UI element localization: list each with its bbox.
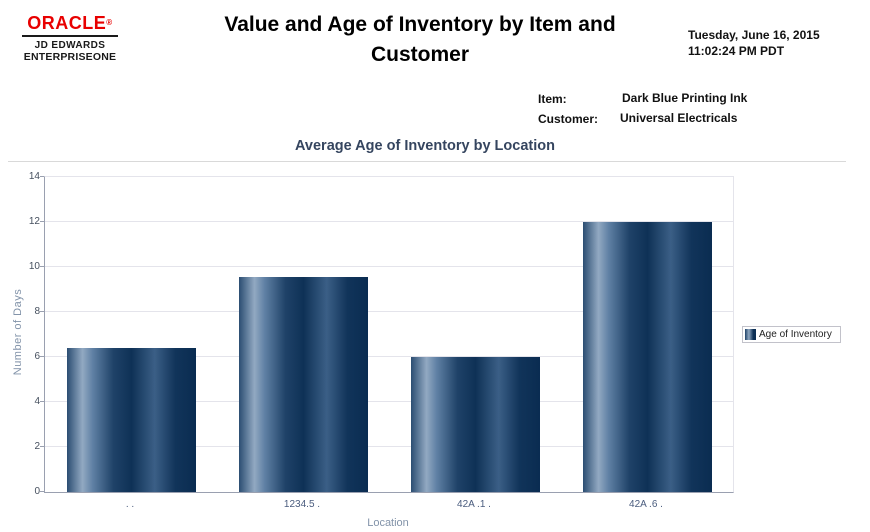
x-axis-tick-labels: . . 1234.5 . 42A .1 . 42A .6 .: [44, 499, 732, 513]
gridline-y-10: [45, 266, 733, 267]
report-time: 11:02:24 PM PDT: [688, 44, 785, 58]
oracle-brand-text: ORACLE: [27, 13, 107, 33]
y-tick-mark-6: [40, 356, 44, 357]
chart-title-divider: [8, 161, 846, 162]
chart-title: Average Age of Inventory by Location: [295, 138, 555, 154]
y-tick-label-2: 2: [34, 441, 40, 452]
gridline-y-12: [45, 221, 733, 222]
bar-2: [238, 277, 368, 492]
chart-legend: Age of Inventory: [742, 326, 841, 343]
bar-3: [410, 357, 540, 492]
y-tick-label-12: 12: [28, 216, 40, 227]
y-tick-label-10: 10: [28, 261, 40, 272]
logo-jd-edwards-text: JD EDWARDS: [34, 40, 106, 51]
x-tick-label-3: 42A .1 .: [457, 499, 491, 510]
y-tick-label-0: 0: [34, 486, 40, 497]
legend-swatch-icon: [745, 329, 756, 340]
customer-value: Universal Electricals: [620, 111, 738, 125]
x-tick-label-4: 42A .6 .: [629, 499, 663, 510]
plot-area: [44, 176, 734, 493]
y-axis-title: Number of Days: [12, 288, 24, 376]
y-tick-label-6: 6: [34, 351, 40, 362]
y-tick-mark-8: [40, 311, 44, 312]
y-tick-mark-14: [40, 176, 44, 177]
report-title: Value and Age of Inventory by Item and C…: [224, 13, 616, 66]
registered-mark: ®: [106, 18, 113, 27]
y-axis-ticks: 0 2 4 6 8 10 12 14: [0, 171, 44, 497]
y-tick-label-14: 14: [28, 171, 40, 182]
y-tick-mark-0: [40, 491, 44, 492]
item-label: Item:: [538, 92, 567, 106]
x-tick-label-2: 1234.5 .: [283, 499, 321, 510]
y-tick-mark-2: [40, 446, 44, 447]
bar-1: [66, 348, 196, 492]
report-date: Tuesday, June 16, 2015: [688, 28, 820, 42]
gridline-y-14: [45, 176, 733, 177]
legend-label: Age of Inventory: [759, 329, 832, 340]
bar-4: [582, 222, 712, 492]
item-value: Dark Blue Printing Ink: [622, 91, 748, 105]
y-tick-mark-10: [40, 266, 44, 267]
x-tick-label-1: . .: [125, 499, 135, 510]
x-axis-title: Location: [367, 517, 409, 529]
gridline-y-2: [45, 446, 733, 447]
gridline-y-6: [45, 356, 733, 357]
y-tick-mark-4: [40, 401, 44, 402]
y-tick-label-8: 8: [34, 306, 40, 317]
logo-divider: [22, 35, 118, 37]
oracle-jde-logo: ORACLE® JD EDWARDS ENTERPRISEONE: [22, 13, 118, 63]
gridline-y-4: [45, 401, 733, 402]
y-tick-label-4: 4: [34, 396, 40, 407]
y-tick-mark-12: [40, 221, 44, 222]
customer-label: Customer:: [538, 112, 599, 126]
logo-enterpriseone-text: ENTERPRISEONE: [23, 51, 117, 63]
gridline-y-8: [45, 311, 733, 312]
report-datetime: Tuesday, June 16, 2015 11:02:24 PM PDT: [688, 27, 820, 59]
oracle-wordmark: ORACLE®: [22, 13, 118, 33]
